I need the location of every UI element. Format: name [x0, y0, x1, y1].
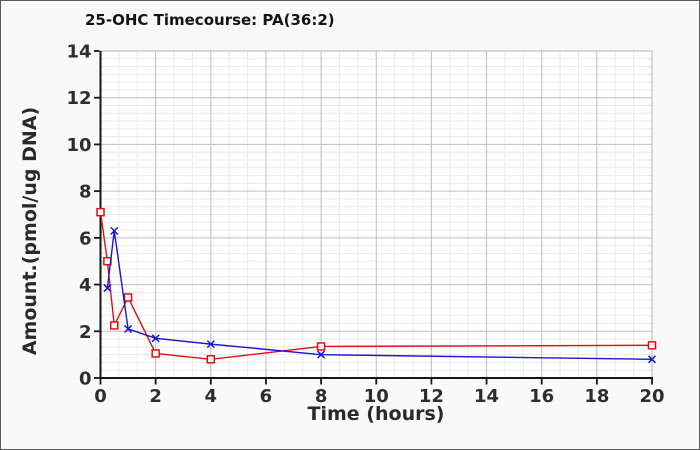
square-marker	[151, 349, 160, 358]
x-tick-label: 18	[584, 386, 609, 407]
x-tick-label: 4	[205, 386, 218, 407]
x-tick-label: 2	[149, 386, 162, 407]
blue-x-series	[103, 226, 657, 364]
red-squares-series-line	[99, 212, 653, 361]
y-tick-label: 2	[79, 322, 92, 343]
square-marker	[123, 293, 133, 302]
x-tick-label: 20	[639, 386, 664, 407]
square-marker	[316, 342, 326, 351]
x-marker	[206, 340, 215, 349]
square-marker	[96, 207, 105, 217]
y-tick-label: 0	[79, 369, 92, 390]
y-tick-label: 4	[79, 275, 92, 296]
y-tick-label: 14	[66, 42, 91, 63]
y-axis-title: Amount.(pmol/ug DNA)	[19, 106, 41, 356]
square-marker	[647, 341, 657, 350]
plot-box	[100, 50, 653, 378]
square-marker	[206, 355, 216, 364]
red-squares-series-markers	[96, 207, 657, 364]
blue-x-series-markers	[103, 226, 657, 364]
y-tick-label: 10	[66, 135, 91, 156]
x-marker	[647, 355, 657, 364]
x-tick-label: 16	[529, 386, 554, 407]
x-marker	[103, 284, 112, 293]
x-tick-label: 14	[474, 386, 499, 407]
y-tick-label: 8	[79, 182, 92, 203]
x-axis-title: Time (hours)	[307, 403, 445, 425]
tick-labels: 0 2 4 6 8 10 12 14 16 18 20 0 2 4 6 8 10 12 14	[66, 42, 664, 408]
tick-marks	[94, 50, 653, 385]
y-tick-label: 12	[66, 88, 91, 109]
x-tick-label: 8	[315, 386, 328, 407]
x-marker	[317, 350, 326, 359]
chart-title: 25-OHC Timecourse: PA(36:2)	[85, 11, 335, 29]
red-squares-series	[96, 207, 657, 364]
x-marker	[124, 324, 133, 333]
x-tick-label: 12	[419, 386, 444, 407]
x-marker	[110, 226, 119, 235]
square-marker	[110, 321, 119, 330]
y-tick-label: 6	[79, 228, 92, 249]
x-tick-label: 10	[364, 386, 389, 407]
x-tick-label: 0	[94, 386, 107, 407]
major-gridlines	[100, 51, 653, 378]
x-marker	[151, 334, 160, 343]
x-tick-label: 6	[260, 386, 273, 407]
